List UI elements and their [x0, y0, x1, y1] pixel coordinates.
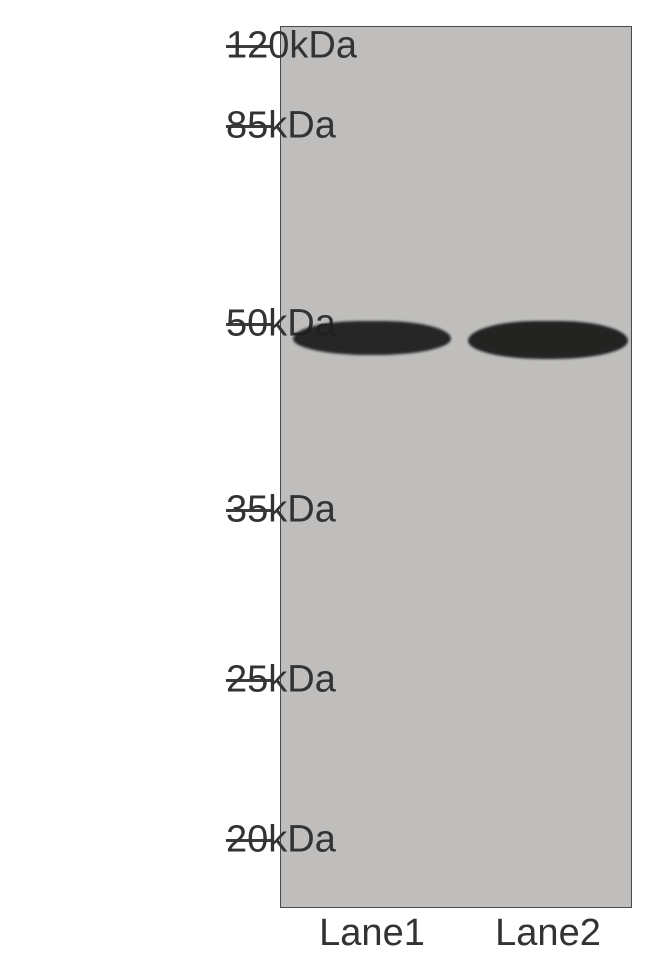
ladder-label: 120kDa: [226, 25, 232, 68]
ladder-label: 35kDa: [226, 489, 232, 532]
blot-membrane: [280, 26, 632, 908]
western-blot-figure: 120kDa 85kDa 50kDa 35kDa 25kDa 20kDa Lane1 Lan…: [0, 0, 650, 973]
lane-label: Lane1: [319, 908, 425, 955]
ladder-label: 85kDa: [226, 105, 232, 148]
ladder-label: 25kDa: [226, 659, 232, 702]
ladder-label: 50kDa: [226, 303, 232, 346]
protein-band: [293, 321, 451, 355]
lane-label: Lane2: [495, 908, 601, 955]
ladder-label: 20kDa: [226, 819, 232, 862]
figure-container: 120kDa 85kDa 50kDa 35kDa 25kDa 20kDa Lane1 Lan…: [0, 0, 650, 973]
protein-band: [468, 321, 628, 359]
